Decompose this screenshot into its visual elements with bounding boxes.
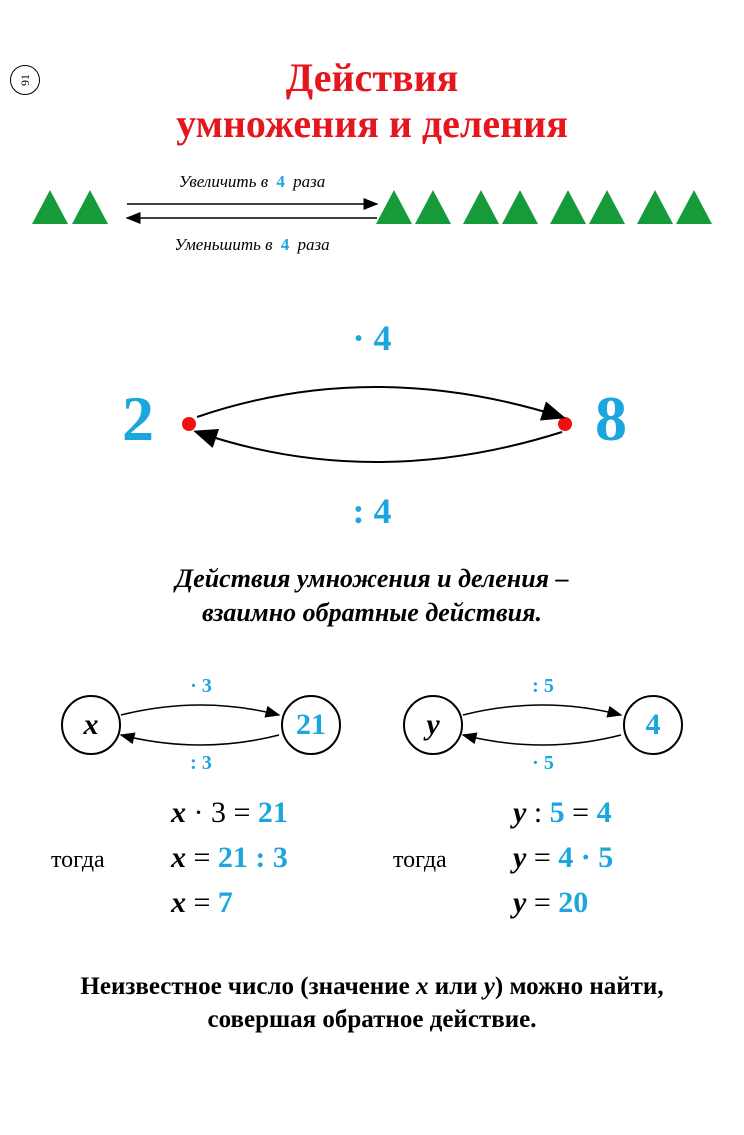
eq-1: x · 3 = 21	[141, 790, 288, 835]
arrow-labels: Увеличить в 4 раза Уменьшить в 4 раза	[122, 172, 382, 255]
then-word: тогда	[51, 842, 141, 878]
closing-statement: Неизвестное число (значение x или y) мож…	[0, 970, 744, 1038]
eq-3: x = 7	[141, 880, 233, 925]
triangle-icon	[415, 190, 451, 224]
double-arrow-icon	[122, 194, 382, 228]
example-x: x 21 · 3 : 3 x · 3 = 21 тогдаx = 21 : 3 …	[51, 680, 351, 925]
mini-arrows-icon	[403, 680, 683, 770]
title-line-2: умножения и деления	[0, 101, 744, 147]
x-diagram: x 21 · 3 : 3	[61, 680, 341, 770]
mini-arrows-icon	[61, 680, 341, 770]
eq-2: x = 21 : 3	[141, 835, 288, 880]
triangle-icon	[463, 190, 499, 224]
page-number: 91	[18, 74, 33, 86]
triangle-icon	[72, 190, 108, 224]
triangle-icon	[637, 190, 673, 224]
triangle-icon	[589, 190, 625, 224]
triangle-icon	[376, 190, 412, 224]
y-equations: y : 5 = 4 тогдаy = 4 · 5 y = 20	[393, 790, 693, 925]
triangle-group-right	[376, 190, 712, 224]
increase-label: Увеличить в 4 раза	[122, 172, 382, 192]
example-y: y 4 : 5 · 5 y : 5 = 4 тогдаy = 4 · 5 y =…	[393, 680, 693, 925]
eq-1: y : 5 = 4	[483, 790, 612, 835]
triangle-icon	[676, 190, 712, 224]
eq-3: y = 20	[483, 880, 588, 925]
triangle-icon	[32, 190, 68, 224]
page-number-badge: 91	[10, 65, 40, 95]
oval-arrows-icon	[92, 322, 652, 522]
examples-row: x 21 · 3 : 3 x · 3 = 21 тогдаx = 21 : 3 …	[0, 680, 744, 925]
triangle-group-left	[32, 190, 108, 224]
then-word: тогда	[393, 842, 483, 878]
definition-text: Действия умножения и деления – взаимно о…	[0, 562, 744, 630]
triangle-icon	[550, 190, 586, 224]
triangle-icon	[502, 190, 538, 224]
triangle-diagram: Увеличить в 4 раза Уменьшить в 4 раза	[32, 172, 712, 272]
page-title: Действия умножения и деления	[0, 55, 744, 147]
main-oval-diagram: 2 8 · 4 : 4	[92, 322, 652, 522]
title-line-1: Действия	[0, 55, 744, 101]
y-diagram: y 4 : 5 · 5	[403, 680, 683, 770]
eq-2: y = 4 · 5	[483, 835, 613, 880]
decrease-label: Уменьшить в 4 раза	[122, 235, 382, 255]
x-equations: x · 3 = 21 тогдаx = 21 : 3 x = 7	[51, 790, 351, 925]
